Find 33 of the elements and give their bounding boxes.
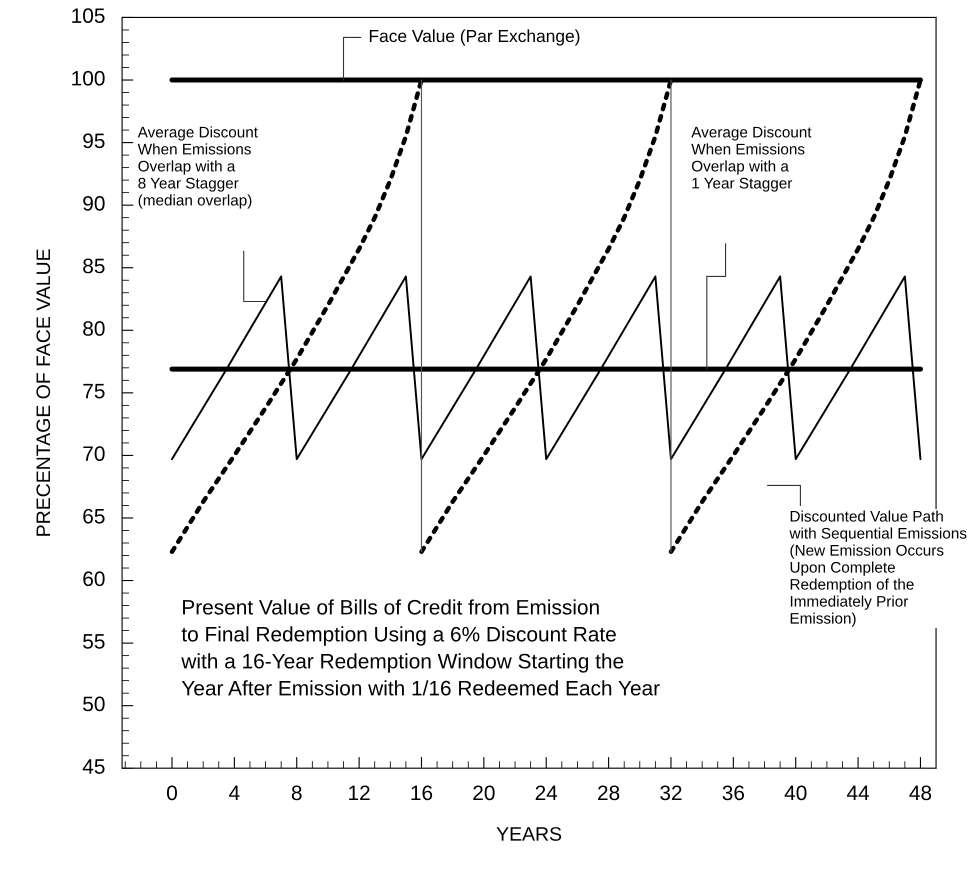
y-axis-title: PRECENTAGE OF FACE VALUE	[36, 249, 50, 536]
x-tick-label: 32	[660, 785, 682, 800]
x-tick-label: 20	[473, 785, 495, 800]
annotation: Present Value of Bills of Credit from Emission to Final Redemption Using a 6% Discount Rate with a 16-Year Redemption Window Starting the Year After Emission with 1/16 Redeemed Each Year	[181, 599, 660, 696]
y-tick-label: 65	[83, 508, 105, 524]
x-tick-label: 28	[598, 785, 620, 800]
x-tick-label: 48	[909, 785, 932, 800]
annotation: Average Discount When Emissions Overlap with a 1 Year Stagger	[691, 126, 812, 192]
x-tick-label: 0	[167, 785, 177, 800]
y-tick-label: 100	[72, 70, 105, 86]
x-axis-title: YEARS	[496, 827, 562, 841]
y-tick-label: 80	[83, 321, 105, 336]
y-tick-label: 70	[83, 446, 105, 462]
y-tick-label: 90	[83, 196, 105, 211]
y-tick-label: 75	[83, 384, 105, 398]
x-tick-label: 44	[846, 786, 870, 800]
y-tick-label: 45	[82, 759, 105, 774]
x-tick-label: 12	[349, 785, 370, 800]
annotation: Average Discount When Emissions Overlap with a 8 Year Stagger (median overlap)	[138, 126, 258, 209]
y-tick-label: 85	[83, 258, 105, 274]
x-tick-label: 24	[536, 785, 558, 800]
x-tick-label: 40	[784, 785, 806, 800]
x-tick-label: 16	[411, 785, 432, 800]
y-tick-label: 105	[72, 8, 105, 24]
y-tick-label: 60	[83, 571, 105, 586]
y-tick-label: 50	[83, 696, 105, 712]
x-tick-label: 8	[292, 785, 302, 800]
y-tick-label: 95	[83, 133, 105, 148]
x-tick-label: 36	[722, 785, 744, 800]
x-tick-label: 4	[229, 786, 240, 800]
annotation: Face Value (Par Exchange)	[370, 29, 580, 46]
y-tick-label: 55	[83, 634, 105, 649]
annotation: Discounted Value Path with Sequential Emissions (New Emission Occurs Upon Complete Redemption of the Immediately Prior Emission)	[789, 510, 966, 627]
